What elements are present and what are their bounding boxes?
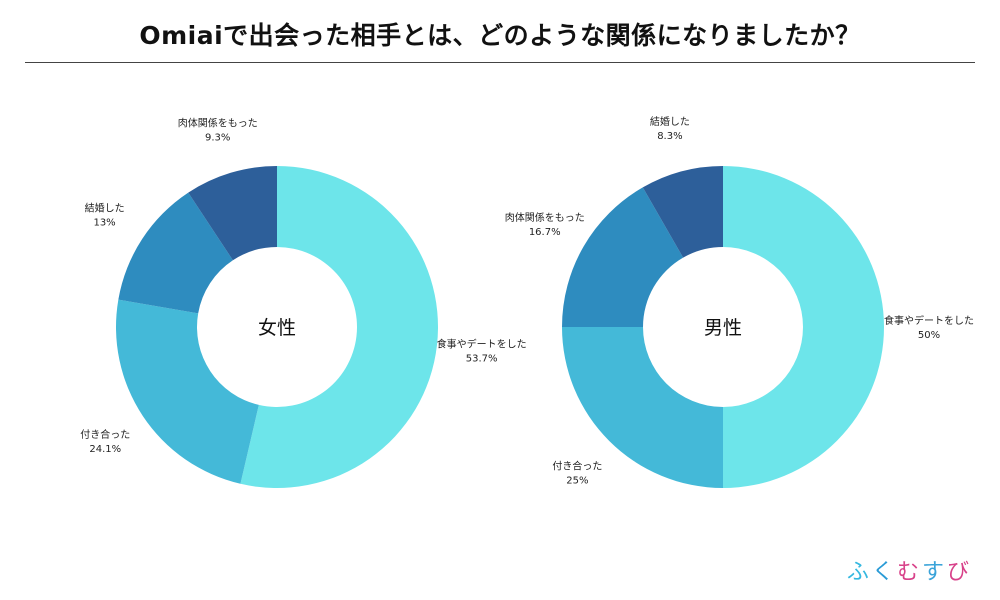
slice-label: 付き合った [80, 428, 130, 441]
slice-value-label: 8.3% [657, 131, 682, 142]
slice-label: 結婚した [650, 115, 690, 128]
slice-label: 結婚した [85, 201, 125, 214]
donut-slice [723, 166, 884, 488]
logo-char: く [871, 560, 897, 585]
slice-label: 付き合った [552, 460, 602, 473]
donut-slice [115, 299, 259, 484]
slice-label: 肉体関係をもった [178, 117, 258, 130]
slice-value-label: 53.7% [466, 354, 498, 365]
donut-chart-female: 食事やデートをした 53.7% 付き合った 24.1% 結婚した 13% 肉体関係をもった 9… [80, 117, 527, 488]
donut-center-label: 男性 [704, 317, 742, 339]
brand-logo: ふくむすび [847, 554, 972, 586]
slice-value-label: 16.7% [529, 227, 561, 238]
logo-char: む [896, 560, 922, 585]
donut-slice [642, 166, 723, 258]
slice-value-label: 13% [93, 217, 115, 228]
donut-chart-male: 食事やデートをした 50% 付き合った 25% 肉体関係をもった 16.7% 結婚した 8.3… [505, 115, 974, 488]
donut-slice [240, 166, 439, 488]
slice-value-label: 9.3% [205, 133, 230, 144]
slice-value-label: 50% [918, 330, 940, 341]
slice-label: 食事やデートをした [884, 314, 974, 327]
slice-label: 肉体関係をもった [505, 211, 585, 224]
donut-slice [562, 187, 684, 327]
logo-char: す [921, 560, 947, 585]
logo-char: び [946, 560, 972, 585]
slice-value-label: 24.1% [89, 444, 121, 455]
donut-center-label: 女性 [258, 317, 296, 339]
slice-value-label: 25% [566, 476, 588, 487]
donut-slice [118, 192, 233, 314]
donut-slice [562, 327, 723, 488]
slice-label: 食事やデートをした [437, 338, 527, 351]
donut-slice [188, 166, 277, 261]
logo-char: ふ [846, 560, 872, 585]
chart-title: Omiaiで出会った相手とは、どのような関係になりましたか？ [139, 21, 861, 50]
title-divider [25, 62, 975, 63]
